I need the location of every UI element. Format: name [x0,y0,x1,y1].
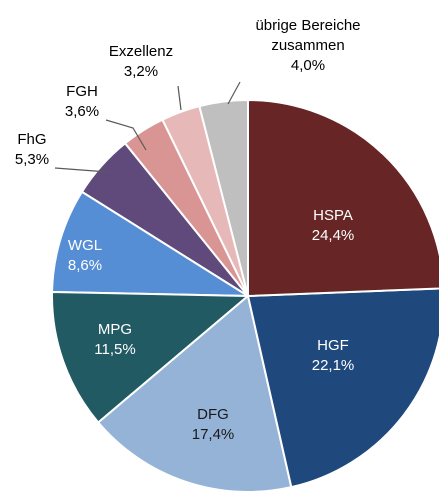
slice-label: Exzellenz 3,2% [109,42,173,82]
leader-line [177,85,182,111]
category-label: FhG [17,131,47,148]
value-label: 11,5% [94,341,136,358]
category-label: Exzellenz [108,43,174,60]
leader-line [227,81,241,105]
slice-label: HGF 22,1% [312,336,355,376]
category-label: MPG [97,321,133,338]
pie-slice [51,190,252,298]
leader-line [54,167,109,173]
category-label: WGL [67,237,103,254]
slice-label: FGH 3,6% [65,82,99,122]
value-label: 17,4% [191,426,235,443]
leader-line [105,119,147,151]
category-label: DFG [197,406,229,423]
category-label: FGH [66,83,98,100]
value-label: 4,0% [290,57,326,74]
category-label: HGF [317,337,349,354]
value-label: 5,3% [14,151,50,168]
slice-label: HSPA 24,4% [312,206,355,246]
slice-label: DFG 17,4% [192,405,235,445]
slice-label: übrige Bereiche zusammen 4,0% [233,16,383,76]
slice-label: WGL 8,6% [68,236,102,276]
value-label: 3,6% [64,103,100,120]
value-label: 24,4% [311,227,355,244]
pie-slice [246,287,439,489]
slice-label: FhG 5,3% [15,130,49,170]
value-label: 3,2% [123,63,159,80]
category-label: übrige Bereiche zusammen [255,17,361,54]
pie-slice [51,290,251,424]
category-label: HSPA [313,207,353,224]
pie-slice [247,98,439,298]
value-label: 22,1% [311,357,355,374]
value-label: 8,6% [67,257,103,274]
slice-label: MPG 11,5% [94,320,135,360]
